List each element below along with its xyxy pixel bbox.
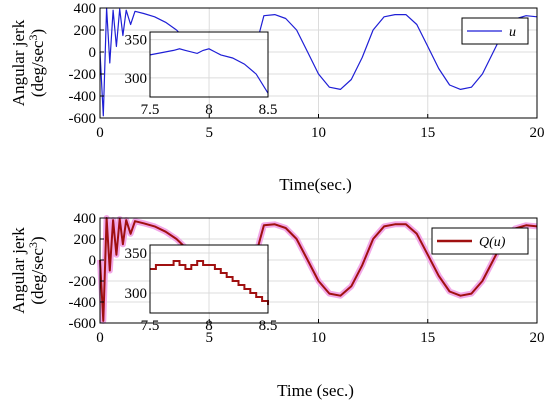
y-tick-label: -400 <box>69 89 97 105</box>
legend: u <box>461 17 529 45</box>
inset-chart: 7.5 8 8.5 300 350 <box>125 244 278 334</box>
x-tick-label: 0 <box>96 330 104 346</box>
inset-x-tick-label: 8 <box>205 318 213 334</box>
y-tick-label: -400 <box>69 295 97 311</box>
y-axis-label: Angular jerk (deg/sec3) <box>9 227 47 314</box>
x-tick-label: 15 <box>420 125 435 141</box>
x-tick-label: 20 <box>530 125 545 141</box>
x-tick-label: 0 <box>96 125 104 141</box>
inset-x-tick-label: 8.5 <box>259 318 278 334</box>
y-axis-label-line2: (deg/sec3) <box>26 29 47 97</box>
y-axis-label-line1: Angular jerk <box>9 19 28 106</box>
x-axis-label: Time (sec.) <box>277 381 354 400</box>
y-tick-label: 0 <box>89 45 97 61</box>
inset-x-tick-label: 8.5 <box>259 102 278 118</box>
legend-label: u <box>509 25 516 40</box>
inset-y-tick-label: 350 <box>125 33 148 49</box>
legend: Q(u) <box>431 227 529 255</box>
y-tick-label: -600 <box>69 316 97 332</box>
inset-series-line <box>150 260 269 305</box>
inset-x-tick-label: 7.5 <box>141 318 160 334</box>
x-tick-label: 15 <box>420 330 435 346</box>
y-tick-label: 400 <box>74 211 97 227</box>
inset-x-tick-label: 7.5 <box>141 102 160 118</box>
series-line-1 <box>99 7 538 117</box>
inset-frame <box>149 31 269 98</box>
chart-panel-1: 0 5 10 15 20 -600 -400 -200 0 200 400 Time(sec.) Ang… <box>9 1 545 194</box>
x-tick-label: 5 <box>206 330 214 346</box>
chart-panel-2: 0 5 10 15 20 -600 -400 -200 0 200 400 Time (sec.) An… <box>9 211 545 400</box>
inset-y-tick-label: 300 <box>125 71 148 87</box>
inset-frame <box>149 244 269 314</box>
y-tick-label: -600 <box>69 111 97 127</box>
y-axis-label-line1: Angular jerk <box>9 227 28 314</box>
inset-y-tick-label: 300 <box>125 286 148 302</box>
series-line-1 <box>99 217 538 322</box>
x-tick-label: 20 <box>530 330 545 346</box>
y-tick-label: -200 <box>69 274 97 290</box>
y-axis-label: Angular jerk (deg/sec3) <box>9 19 47 106</box>
x-axis-label: Time(sec.) <box>279 175 352 194</box>
x-tick-label: 10 <box>311 125 326 141</box>
y-tick-label: 200 <box>74 23 97 39</box>
inset-y-tick-label: 350 <box>125 246 148 262</box>
inset-series-line <box>149 48 269 94</box>
inset-x-tick-label: 8 <box>205 102 213 118</box>
x-tick-label: 5 <box>206 125 214 141</box>
y-tick-label: 400 <box>74 1 97 17</box>
x-tick-label: 10 <box>311 330 326 346</box>
y-tick-label: 200 <box>74 232 97 248</box>
y-tick-label: 0 <box>89 253 97 269</box>
y-axis-label-line2: (deg/sec3) <box>26 236 47 304</box>
y-tick-label: -200 <box>69 67 97 83</box>
legend-label: Q(u) <box>479 235 506 250</box>
inset-chart: 7.5 8 8.5 300 350 <box>125 31 278 118</box>
